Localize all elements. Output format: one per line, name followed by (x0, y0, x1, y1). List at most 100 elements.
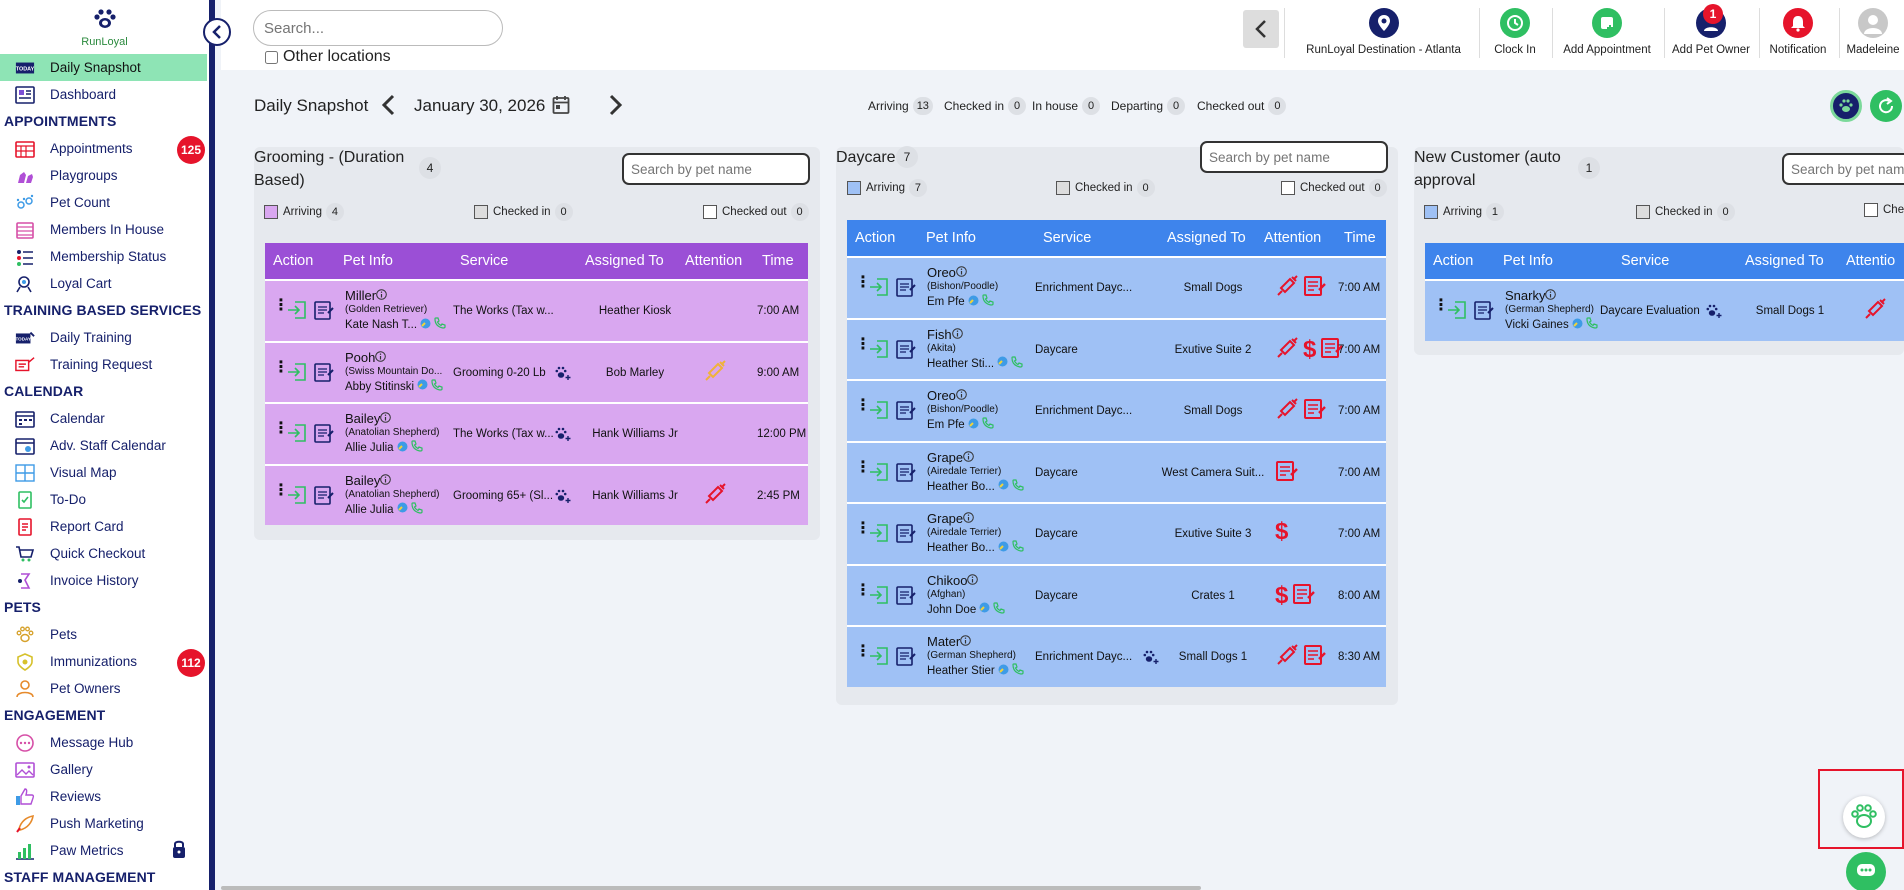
stat-checked-in[interactable]: Checked in 0 (944, 97, 1027, 115)
info-icon[interactable] (380, 473, 392, 488)
row-menu-icon[interactable]: ⋮ (273, 420, 289, 437)
legend-color-box[interactable] (1636, 205, 1650, 219)
sidebar-item-message-hub[interactable]: Message Hub (0, 729, 209, 756)
check-in-icon[interactable] (869, 522, 891, 549)
check-in-icon[interactable] (869, 338, 891, 365)
table-row[interactable]: ⋮ Snarky (German Shepherd) Vicki Gaines Dayc… (1425, 279, 1904, 341)
chat-status-icon[interactable] (968, 418, 979, 433)
phone-icon[interactable] (993, 601, 1005, 618)
add-service-paw-icon[interactable] (1143, 650, 1159, 667)
refresh-button[interactable] (1870, 90, 1902, 122)
legend-color-box[interactable] (474, 205, 488, 219)
payment-due-icon[interactable]: $ (1275, 518, 1289, 545)
table-row[interactable]: ⋮ Miller (Golden Retriever) Kate Nash T... T… (265, 279, 808, 341)
notes-icon[interactable] (895, 338, 917, 365)
pet-info[interactable]: Oreo (Bishon/Poodle) Em Pfe (927, 266, 998, 310)
chat-status-icon[interactable] (417, 379, 428, 394)
phone-icon[interactable] (1011, 355, 1023, 372)
sidebar-item-gallery[interactable]: Gallery (0, 756, 209, 783)
legend-color-box[interactable] (1056, 181, 1070, 195)
add-service-paw-icon[interactable] (1706, 304, 1722, 321)
sidebar-item-daily-snapshot[interactable]: TODAY Daily Snapshot (0, 54, 207, 81)
table-row[interactable]: ⋮ Oreo (Bishon/Poodle) Em Pfe Enrichment Day… (847, 379, 1386, 441)
column-header[interactable]: Service (460, 253, 509, 269)
stat-arriving[interactable]: Arriving 13 (868, 97, 933, 115)
sidebar-item-appointments[interactable]: Appointments 125 (0, 135, 209, 164)
info-icon[interactable] (956, 265, 967, 280)
phone-icon[interactable] (431, 378, 443, 395)
chat-button[interactable] (1846, 852, 1886, 890)
column-header[interactable]: Attention (1264, 230, 1322, 246)
phone-icon[interactable] (982, 294, 994, 310)
vaccine-alert-icon[interactable] (1275, 643, 1299, 672)
legend-color-box[interactable] (703, 205, 717, 219)
new-customer-search-input[interactable] (1782, 153, 1904, 185)
chat-status-icon[interactable] (1572, 318, 1583, 333)
payment-due-icon[interactable]: $ (1275, 582, 1289, 609)
legend-arriving[interactable]: Arriving 4 (264, 203, 344, 221)
pet-info[interactable]: Mater (German Shepherd) Heather Stier (927, 635, 1024, 679)
pet-info[interactable]: Bailey (Anatolian Shepherd) Allie Julia (345, 412, 440, 456)
info-icon[interactable] (967, 573, 979, 588)
phone-icon[interactable] (1012, 478, 1024, 495)
legend-checked-in[interactable]: Checked in 0 (1636, 203, 1735, 221)
phone-icon[interactable] (982, 417, 994, 433)
vaccine-alert-icon[interactable] (1275, 336, 1299, 365)
legend-checked-in[interactable]: Checked in 0 (474, 203, 573, 221)
agreement-alert-icon[interactable] (1303, 397, 1327, 426)
pet-name[interactable]: Snarky (1505, 289, 1598, 303)
vaccine-alert-icon[interactable] (1863, 297, 1887, 326)
sidebar-item-training-request[interactable]: Training Request (0, 351, 209, 378)
location-selector[interactable]: RunLoyal Destination - Atlanta (1296, 8, 1471, 56)
pet-info[interactable]: Grape (Airedale Terrier) Heather Bo... (927, 512, 1024, 556)
phone-icon[interactable] (1586, 317, 1598, 333)
vaccine-alert-icon[interactable] (1275, 397, 1299, 426)
chat-status-icon[interactable] (998, 541, 1009, 556)
legend-color-box[interactable] (847, 181, 861, 195)
clock-in-button[interactable]: Clock In (1482, 8, 1548, 56)
sidebar-item-quick-checkout[interactable]: Quick Checkout (0, 540, 209, 567)
info-icon[interactable] (1545, 288, 1557, 303)
pet-name[interactable]: Grape (927, 512, 1024, 526)
stat-checked-out[interactable]: Checked out 0 (1197, 97, 1287, 115)
pet-name[interactable]: Pooh (345, 350, 443, 365)
chat-status-icon[interactable] (420, 318, 431, 333)
owner-name[interactable]: Kate Nash T... (345, 317, 446, 333)
notes-icon[interactable] (895, 522, 917, 549)
sidebar-item-dashboard[interactable]: Dashboard (0, 81, 209, 108)
pet-info[interactable]: Oreo (Bishon/Poodle) Em Pfe (927, 389, 998, 433)
owner-name[interactable]: Em Pfe (927, 417, 998, 433)
info-icon[interactable] (380, 411, 392, 426)
owner-name[interactable]: Vicki Gaines (1505, 317, 1598, 333)
vaccine-warning-icon[interactable] (703, 359, 727, 388)
table-row[interactable]: ⋮ Fish (Akita) Heather Sti... Daycare Exutive… (847, 317, 1386, 379)
daycare-search-input[interactable] (1200, 141, 1388, 173)
column-header[interactable]: Attention (685, 253, 743, 269)
chat-status-icon[interactable] (997, 356, 1008, 371)
notes-icon[interactable] (895, 399, 917, 426)
check-in-icon[interactable] (287, 422, 309, 449)
pet-info[interactable]: Chikoo (Afghan) John Doe (927, 573, 1005, 618)
agreement-alert-icon[interactable] (1320, 336, 1344, 365)
pet-name[interactable]: Oreo (927, 389, 998, 403)
agreement-alert-icon[interactable] (1303, 274, 1327, 303)
legend-color-box[interactable] (1281, 181, 1295, 195)
check-in-icon[interactable] (869, 399, 891, 426)
column-header[interactable]: Time (762, 253, 794, 269)
owner-name[interactable]: Abby Stitinski (345, 378, 443, 395)
chat-status-icon[interactable] (998, 664, 1009, 679)
sidebar-item-loyal-cart[interactable]: Loyal Cart (0, 270, 209, 297)
notification-button[interactable]: Notification (1761, 8, 1835, 56)
sidebar-item-calendar[interactable]: Calendar (0, 405, 209, 432)
legend-checked-in[interactable]: Checked in 0 (1056, 179, 1155, 197)
table-row[interactable]: ⋮ Bailey (Anatolian Shepherd) Allie Julia Gr… (265, 463, 808, 525)
pet-name[interactable]: Mater (927, 635, 1024, 649)
logo[interactable]: RunLoyal (0, 2, 209, 54)
legend-color-box[interactable] (1864, 203, 1878, 217)
table-row[interactable]: ⋮ Chikoo (Afghan) John Doe Daycare Crates 1 $8… (847, 563, 1386, 625)
owner-name[interactable]: John Doe (927, 601, 1005, 618)
check-in-icon[interactable] (287, 299, 309, 326)
column-header[interactable]: Service (1043, 230, 1092, 246)
other-locations-checkbox[interactable] (265, 50, 278, 64)
column-header[interactable]: Assigned To (585, 253, 664, 269)
